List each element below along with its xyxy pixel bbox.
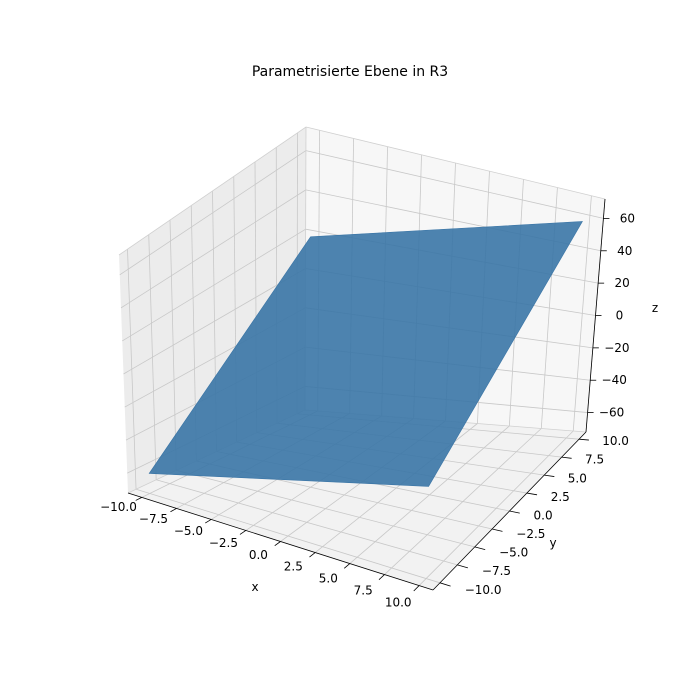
gridline-y-floor bbox=[156, 479, 458, 566]
y-tick-label: 0.0 bbox=[534, 509, 553, 523]
z-tick-label: −20 bbox=[604, 341, 629, 355]
y-tick-mark bbox=[492, 528, 503, 532]
gridline-y-floor bbox=[176, 469, 475, 548]
x-tick-label: 0.0 bbox=[249, 548, 268, 562]
pane-edge bbox=[118, 126, 307, 256]
gridline-z-left bbox=[120, 189, 306, 309]
x-tick-mark bbox=[378, 574, 385, 580]
x-tick-label: 2.5 bbox=[284, 560, 303, 574]
x-tick-mark bbox=[205, 519, 212, 524]
y-tick-mark bbox=[561, 456, 572, 459]
y-tick-mark bbox=[526, 492, 538, 496]
x-tick-mark bbox=[170, 508, 177, 513]
y-tick-label: 10.0 bbox=[602, 434, 629, 448]
x-axis-label: x bbox=[251, 580, 258, 594]
x-tick-label: −5.0 bbox=[174, 524, 203, 538]
y-tick-label: 5.0 bbox=[568, 471, 587, 485]
z-tick-label: 20 bbox=[614, 276, 629, 290]
y-tick-label: −2.5 bbox=[516, 527, 545, 541]
y-tick-mark bbox=[579, 438, 589, 441]
x-tick-label: −7.5 bbox=[139, 512, 168, 526]
x-tick-label: 5.0 bbox=[319, 572, 338, 586]
gridline-z-left bbox=[122, 228, 306, 342]
x-tick-mark bbox=[135, 497, 143, 501]
z-tick-label: 40 bbox=[617, 244, 632, 258]
surface-layer bbox=[148, 221, 583, 487]
z-tick-label: 0 bbox=[616, 309, 624, 323]
x-tick-label: 10.0 bbox=[385, 596, 412, 610]
y-tick-label: 2.5 bbox=[551, 490, 570, 504]
y-tick-mark bbox=[544, 474, 555, 477]
y-tick-label: −10.0 bbox=[465, 583, 502, 597]
z-axis-label: z bbox=[652, 301, 658, 315]
gridline-z-back bbox=[305, 150, 604, 219]
y-tick-label: −5.0 bbox=[499, 546, 528, 560]
x-tick-label: 7.5 bbox=[354, 584, 373, 598]
gridline-z-left bbox=[123, 268, 306, 375]
chart-title: Parametrisierte Ebene in R3 bbox=[252, 64, 448, 80]
y-tick-mark bbox=[509, 510, 520, 514]
y-tick-label: 7.5 bbox=[585, 453, 604, 467]
y-tick-mark bbox=[474, 546, 486, 550]
z-tick-label: −60 bbox=[599, 406, 624, 420]
y-tick-mark bbox=[457, 564, 468, 569]
x-tick-mark bbox=[274, 541, 281, 547]
x-tick-mark bbox=[239, 530, 247, 535]
gridline-z-left bbox=[119, 150, 307, 276]
plane-surface bbox=[148, 221, 583, 487]
pane-edge bbox=[305, 126, 606, 200]
x-tick-label: −2.5 bbox=[209, 536, 238, 550]
z-tick-label: 60 bbox=[620, 211, 635, 225]
gridline-y-floor bbox=[135, 488, 441, 584]
x-tick-label: −10.0 bbox=[100, 500, 137, 514]
y-tick-label: −7.5 bbox=[482, 564, 511, 578]
y-tick-mark bbox=[439, 582, 451, 587]
z-tick-label: −40 bbox=[602, 373, 627, 387]
y-axis-label: y bbox=[549, 536, 556, 550]
tick-layer: −10.0−7.5−5.0−2.50.02.55.07.510.0−10.0−7… bbox=[100, 211, 635, 609]
x-tick-mark bbox=[309, 552, 316, 558]
x-tick-mark bbox=[343, 563, 351, 569]
x-tick-mark bbox=[413, 585, 420, 592]
